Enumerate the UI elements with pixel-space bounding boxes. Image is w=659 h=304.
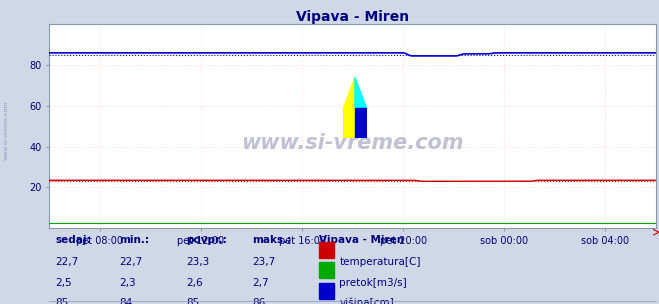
Text: povpr.:: povpr.: [186,235,227,245]
Text: 2,7: 2,7 [252,278,269,288]
Text: 86: 86 [252,298,266,304]
Text: 85: 85 [186,298,199,304]
Polygon shape [343,108,355,138]
Polygon shape [343,77,355,108]
Text: sedaj:: sedaj: [55,235,91,245]
Polygon shape [355,108,366,138]
Text: 2,6: 2,6 [186,278,202,288]
Text: 22,7: 22,7 [119,257,142,267]
Title: Vipava - Miren: Vipava - Miren [296,10,409,24]
Text: maks.:: maks.: [252,235,292,245]
Text: višina[cm]: višina[cm] [339,298,394,304]
Text: 2,3: 2,3 [119,278,136,288]
Text: pretok[m3/s]: pretok[m3/s] [339,278,407,288]
Text: 2,5: 2,5 [55,278,72,288]
Polygon shape [355,77,366,108]
Text: Vipava - Miren: Vipava - Miren [319,235,405,245]
Text: www.si-vreme.com: www.si-vreme.com [241,133,464,153]
FancyBboxPatch shape [319,242,334,258]
Text: temperatura[C]: temperatura[C] [339,257,420,267]
Text: min.:: min.: [119,235,149,245]
FancyBboxPatch shape [319,283,334,299]
Text: 23,7: 23,7 [252,257,275,267]
Text: 85: 85 [55,298,69,304]
FancyBboxPatch shape [319,262,334,278]
Text: www.si-vreme.com: www.si-vreme.com [4,101,9,161]
Text: 22,7: 22,7 [55,257,78,267]
Text: 23,3: 23,3 [186,257,209,267]
Text: 84: 84 [119,298,132,304]
